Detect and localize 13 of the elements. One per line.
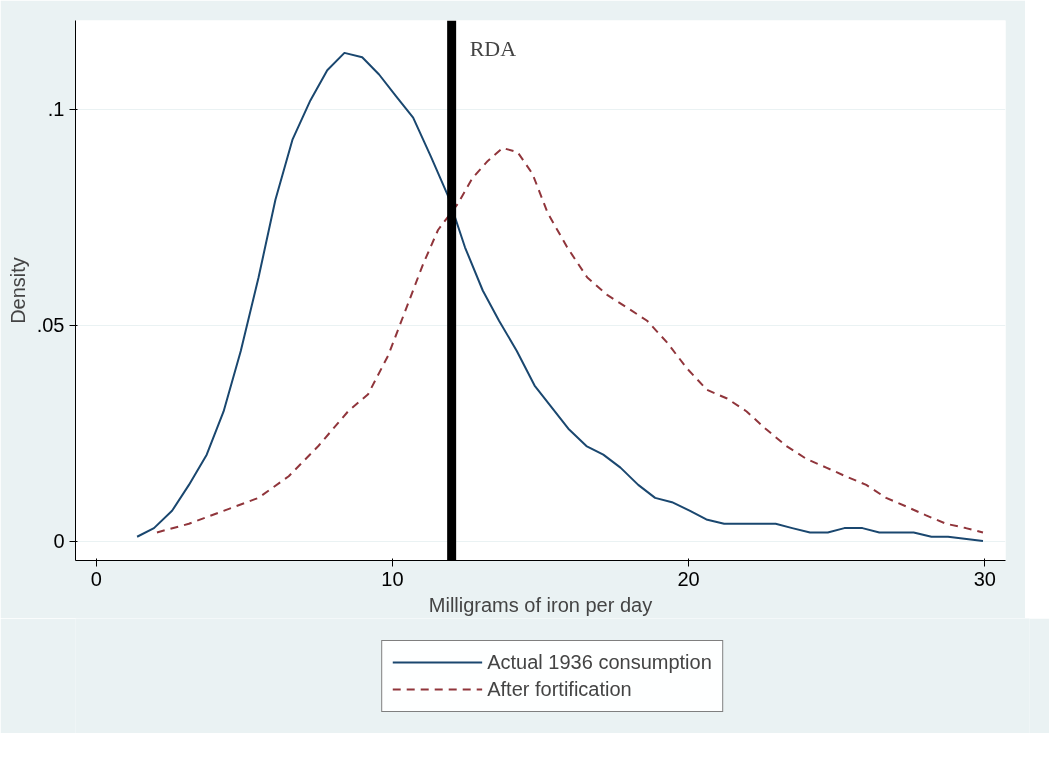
y-axis-title: Density — [6, 257, 29, 324]
ref-line-label: RDA — [469, 35, 517, 61]
x-tick-label: 20 — [677, 567, 700, 590]
line-series — [155, 146, 984, 534]
x-axis-title: Milligrams of iron per day — [428, 593, 653, 616]
x-tick-label: 30 — [973, 567, 996, 590]
legend-label: After fortification — [487, 677, 632, 701]
y-tick-label: .05 — [36, 314, 65, 337]
y-tick-label: .1 — [47, 98, 65, 121]
x-tick-label: 10 — [381, 567, 404, 590]
legend-label: Actual 1936 consumption — [487, 650, 712, 674]
x-tick-label: 0 — [90, 567, 102, 590]
y-tick-label: 0 — [53, 530, 65, 553]
